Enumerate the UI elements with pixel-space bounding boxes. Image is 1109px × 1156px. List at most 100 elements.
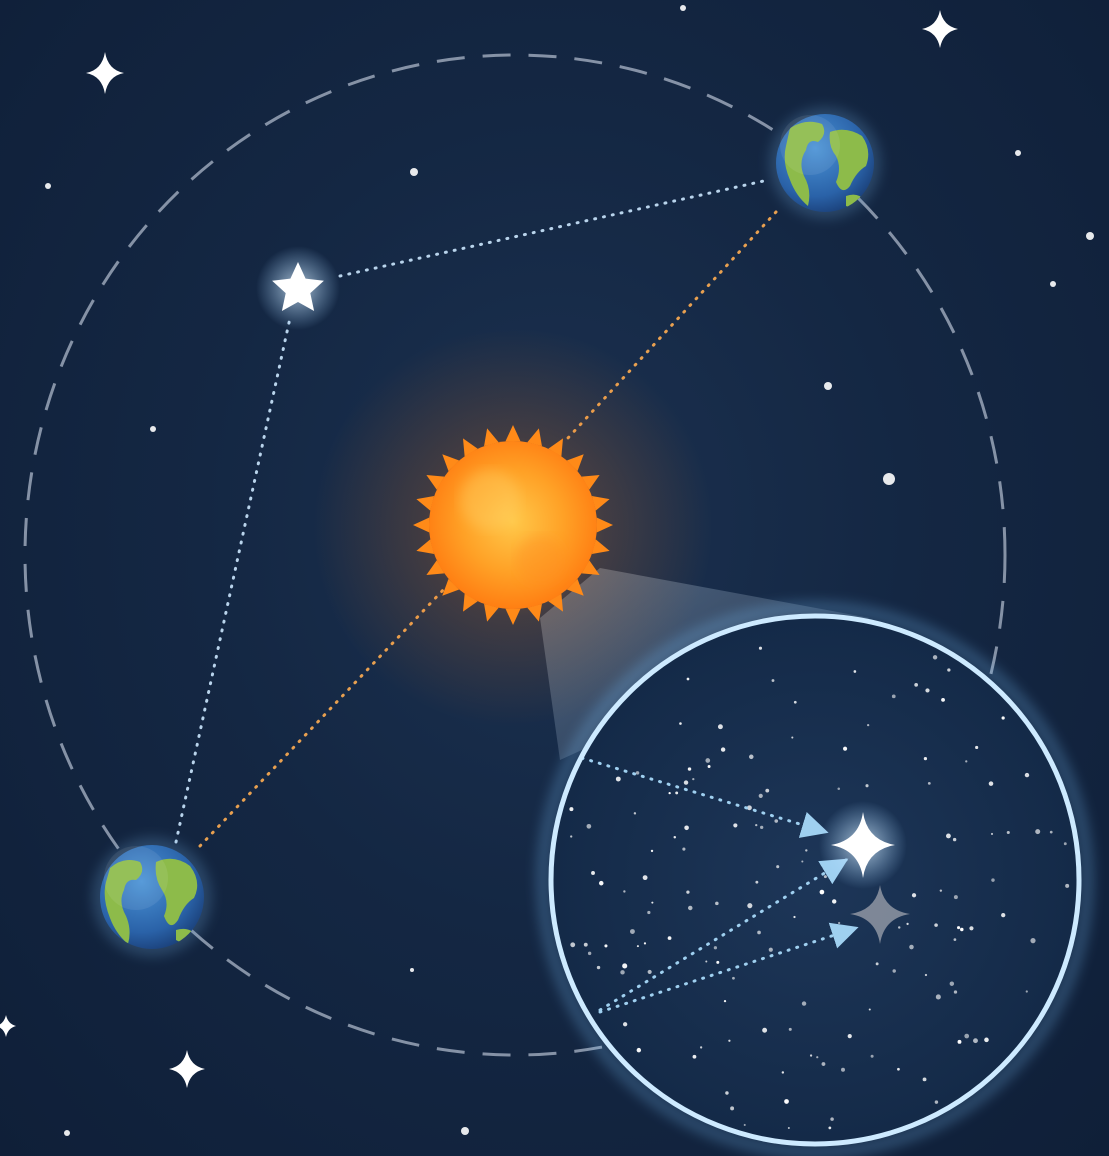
star-dot bbox=[946, 833, 951, 839]
star-dot bbox=[853, 670, 857, 673]
star-dot bbox=[675, 791, 679, 795]
star-dot bbox=[747, 903, 753, 909]
star-dot bbox=[699, 1046, 703, 1049]
earth-orbit bbox=[23, 53, 1007, 1057]
star-dot bbox=[651, 901, 654, 904]
star-dot bbox=[909, 944, 914, 950]
star-dot bbox=[768, 947, 773, 952]
sun-ray bbox=[548, 593, 563, 612]
sun-ray bbox=[581, 475, 600, 490]
star-dot bbox=[832, 899, 837, 904]
sparkle-icon bbox=[0, 10, 958, 1088]
star-dot bbox=[717, 724, 723, 730]
star-dot bbox=[867, 724, 870, 727]
star-dot bbox=[725, 1091, 729, 1095]
star-dot bbox=[732, 976, 735, 980]
star-dot bbox=[922, 1077, 927, 1082]
star-dot bbox=[713, 946, 718, 950]
sun-ray bbox=[416, 539, 435, 554]
star-dot bbox=[757, 930, 761, 935]
star-dot bbox=[793, 700, 797, 704]
arrow-to-shifted-star bbox=[580, 756, 829, 838]
star-dot bbox=[596, 965, 601, 970]
star-dot bbox=[410, 968, 414, 972]
star-dot bbox=[1049, 830, 1053, 834]
star-dot bbox=[1035, 829, 1041, 835]
star-dot bbox=[865, 784, 869, 788]
star-dot bbox=[784, 1099, 789, 1104]
star-dot bbox=[64, 1130, 70, 1136]
star-dot bbox=[870, 1054, 874, 1058]
star-dot bbox=[788, 1027, 792, 1031]
star-dot bbox=[953, 990, 958, 994]
star-dot bbox=[684, 825, 689, 831]
star-dot bbox=[591, 871, 595, 875]
star-dot bbox=[570, 942, 576, 948]
star-dot bbox=[633, 812, 637, 815]
sun-ray bbox=[527, 428, 542, 447]
star-dot bbox=[692, 1054, 697, 1059]
star-dot bbox=[991, 878, 995, 882]
sun-ray bbox=[566, 454, 584, 472]
star-dot bbox=[953, 938, 957, 941]
star-dot bbox=[755, 880, 759, 884]
star-dot bbox=[647, 910, 651, 915]
star-icon bbox=[256, 246, 340, 330]
sun-ray bbox=[463, 593, 478, 612]
star-dot bbox=[647, 969, 652, 974]
star-dot bbox=[715, 901, 719, 906]
earth-icon bbox=[92, 837, 212, 957]
star-dot bbox=[819, 889, 825, 895]
sun-ray bbox=[442, 578, 460, 596]
star-dot bbox=[150, 426, 156, 432]
star-dot bbox=[692, 777, 695, 781]
earth-icon bbox=[769, 107, 881, 219]
sun-ray bbox=[463, 438, 478, 457]
star-dot bbox=[45, 183, 51, 189]
sun-ray bbox=[548, 438, 563, 457]
star-dot bbox=[635, 771, 640, 775]
star-dot bbox=[868, 1008, 871, 1011]
star-dot bbox=[837, 787, 841, 791]
star-dot bbox=[776, 865, 780, 869]
star-dot bbox=[630, 929, 635, 934]
star-dot bbox=[837, 921, 841, 925]
star-dot bbox=[841, 1067, 845, 1072]
star-dot bbox=[687, 767, 692, 771]
star-dot bbox=[939, 889, 943, 892]
star-dot bbox=[897, 1067, 900, 1071]
star-dot bbox=[622, 1022, 628, 1027]
star-dot bbox=[828, 1126, 832, 1130]
star-dot bbox=[461, 1127, 469, 1135]
star-dot bbox=[620, 970, 625, 975]
star-dot bbox=[755, 823, 758, 827]
sun-ray bbox=[591, 496, 610, 511]
star-dot bbox=[843, 746, 848, 751]
star-dot bbox=[952, 837, 957, 842]
star-dot bbox=[934, 923, 938, 927]
star-dot bbox=[988, 781, 994, 786]
sun-ray bbox=[484, 603, 499, 622]
star-dot bbox=[824, 382, 832, 390]
star-dot bbox=[949, 981, 955, 986]
star-dot bbox=[960, 927, 964, 932]
star-dot bbox=[793, 915, 796, 919]
star-dot bbox=[668, 791, 671, 795]
star-dot bbox=[935, 994, 941, 1000]
star-dot bbox=[686, 677, 690, 681]
star-dot bbox=[733, 823, 738, 828]
star-dot bbox=[821, 1062, 826, 1066]
sun-ray bbox=[581, 560, 600, 575]
star-dot bbox=[947, 668, 951, 672]
sun-ray bbox=[484, 428, 499, 447]
star-dot bbox=[964, 1033, 970, 1039]
parallax-arrows bbox=[580, 756, 859, 1014]
sun-ray bbox=[505, 608, 521, 625]
star-dot bbox=[569, 807, 574, 812]
sun-ray bbox=[591, 539, 610, 554]
sight-line-earth1-to-star bbox=[338, 178, 770, 278]
star-dot bbox=[957, 926, 961, 930]
star-dot bbox=[771, 679, 775, 682]
star-dot bbox=[410, 168, 418, 176]
